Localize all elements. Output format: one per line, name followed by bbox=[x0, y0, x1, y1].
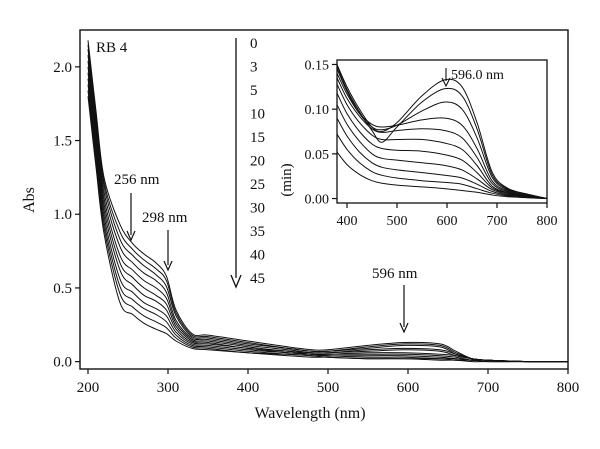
main-x-tick-label: 400 bbox=[237, 380, 260, 396]
time-legend-value: 40 bbox=[250, 248, 265, 264]
main-series-group bbox=[87, 40, 569, 363]
inset-x-tick-label: 700 bbox=[487, 214, 508, 229]
inset-y-tick-label: 0.00 bbox=[305, 193, 330, 208]
main-series-3-min bbox=[87, 44, 569, 363]
annotation-298-arrowhead bbox=[163, 260, 173, 272]
inset-plot-frame bbox=[336, 59, 548, 204]
annotation-596: 596 nm bbox=[372, 266, 418, 334]
time-arrow-head bbox=[230, 274, 242, 289]
time-legend-value: 15 bbox=[250, 130, 265, 146]
annotation-256-arrowhead bbox=[126, 230, 136, 242]
main-x-tick-label: 300 bbox=[157, 380, 180, 396]
annotation-256-label: 256 nm bbox=[114, 172, 160, 188]
main-x-tick-label: 800 bbox=[557, 380, 580, 396]
inset-series-3-min bbox=[336, 66, 548, 199]
inset-series-40-min bbox=[336, 133, 548, 199]
annotation-298-label: 298 nm bbox=[142, 210, 188, 226]
time-legend-value: 20 bbox=[250, 154, 265, 170]
main-y-tick-label: 1.5 bbox=[53, 134, 72, 150]
inset-x-tick-label: 600 bbox=[437, 214, 458, 229]
annotation-596-arrowhead bbox=[399, 322, 409, 334]
inset-y-tick-label: 0.10 bbox=[305, 103, 330, 118]
main-series-0-min bbox=[87, 40, 569, 363]
main-axis-ticks: 200 300 400 500 600 700 800 0.0 0.5 1.0 1.5 2.0 bbox=[53, 60, 579, 396]
main-y-tick-label: 0.5 bbox=[53, 281, 72, 297]
inset-y-tick-label: 0.05 bbox=[305, 148, 330, 163]
time-legend-value: 35 bbox=[250, 224, 265, 240]
main-y-tick-label: 2.0 bbox=[53, 60, 72, 76]
main-x-tick-label: 700 bbox=[477, 380, 500, 396]
main-series-25-min bbox=[87, 72, 569, 363]
inset-series-30-min bbox=[336, 104, 548, 199]
time-legend-value: 10 bbox=[250, 107, 265, 123]
inset-x-tick-label: 800 bbox=[537, 214, 558, 229]
inset-series-group bbox=[336, 64, 548, 199]
main-series-35-min bbox=[87, 84, 569, 363]
x-axis-title: Wavelength (nm) bbox=[254, 405, 365, 422]
inset-series-15-min bbox=[336, 77, 548, 199]
inset-series-0-min bbox=[336, 64, 548, 199]
main-chart-title: RB 4 bbox=[96, 40, 128, 56]
inset-annotation-arrowhead bbox=[441, 77, 451, 88]
time-legend-value: 5 bbox=[250, 83, 258, 99]
main-x-tick-label: 200 bbox=[77, 380, 100, 396]
inset-x-tick-label: 500 bbox=[387, 214, 408, 229]
annotation-298: 298 nm bbox=[142, 210, 188, 272]
inset-series-25-min bbox=[336, 92, 548, 199]
main-y-tick-label: 0.0 bbox=[53, 355, 72, 371]
time-legend-value: 3 bbox=[250, 60, 258, 76]
inset-x-tick-label: 400 bbox=[337, 214, 358, 229]
inset-annotation-label: 596.0 nm bbox=[451, 68, 504, 83]
y-axis-title: Abs bbox=[21, 187, 38, 213]
main-series-10-min bbox=[87, 55, 569, 363]
time-legend-value: 0 bbox=[250, 36, 258, 52]
time-legend-value: 45 bbox=[250, 271, 265, 287]
main-series-45-min bbox=[87, 96, 568, 363]
inset-axis-ticks: 400 500 600 700 800 0.00 0.05 0.10 0.15 bbox=[305, 58, 558, 229]
inset-annotation-596: 596.0 nm bbox=[441, 68, 504, 88]
annotation-256: 256 nm bbox=[114, 172, 160, 242]
main-y-tick-label: 1.0 bbox=[53, 207, 72, 223]
main-x-tick-label: 600 bbox=[397, 380, 420, 396]
inset-series-10-min bbox=[336, 73, 548, 199]
inset-y-tick-label: 0.15 bbox=[305, 58, 330, 73]
time-legend-value: 30 bbox=[250, 201, 265, 217]
time-legend-value: 25 bbox=[250, 177, 265, 193]
main-x-tick-label: 500 bbox=[317, 380, 340, 396]
main-plot-frame bbox=[79, 29, 569, 370]
inset-y-axis-title: (min) bbox=[279, 163, 295, 196]
inset-series-35-min bbox=[336, 117, 548, 199]
inset-series-20-min bbox=[336, 83, 548, 199]
inset-series-45-min bbox=[336, 151, 548, 199]
annotation-596-label: 596 nm bbox=[372, 266, 418, 282]
inset-plot: 400 500 600 700 800 0.00 0.05 0.10 0.15 (min) 59… bbox=[279, 58, 558, 229]
